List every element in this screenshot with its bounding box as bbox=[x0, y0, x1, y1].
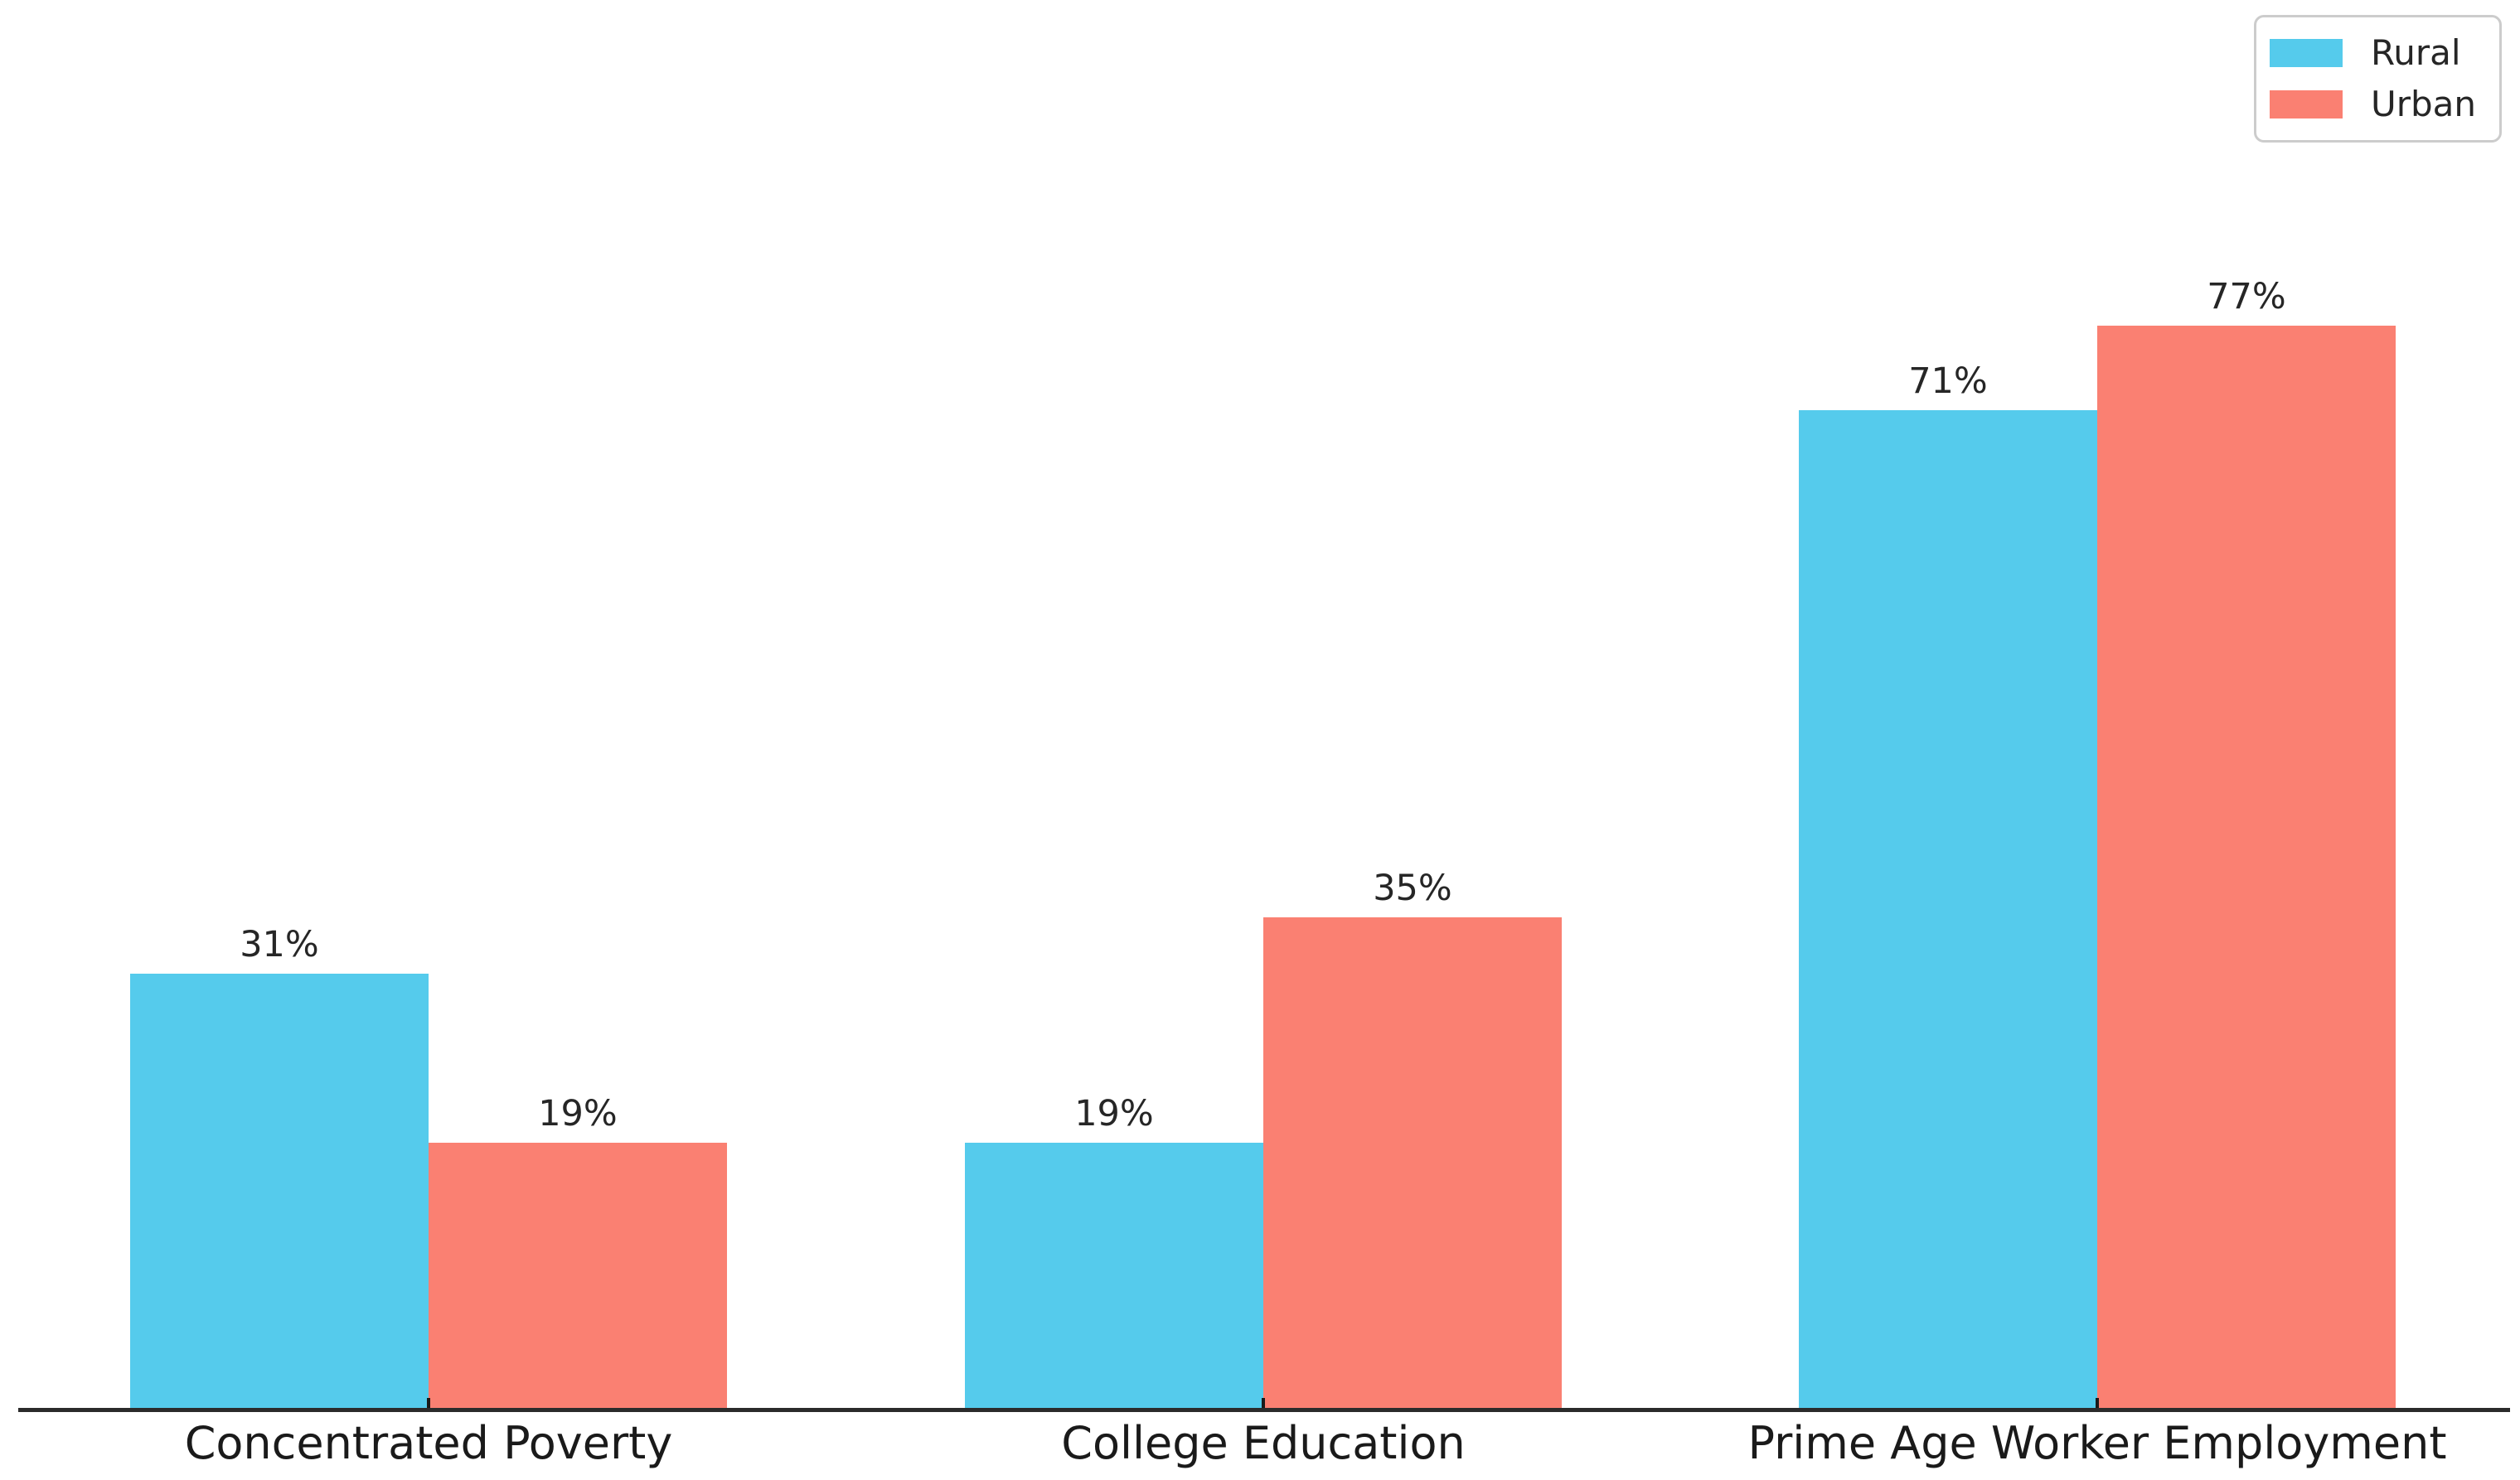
x-tick-label-concentrated-poverty: Concentrated Poverty bbox=[184, 1417, 673, 1469]
x-tick-label-college-education: College Education bbox=[1061, 1417, 1466, 1469]
legend-item-rural: Rural bbox=[2270, 36, 2476, 70]
plot-area: 31% 19% 19% 35% 71% 77% bbox=[18, 275, 2510, 1412]
bar-value-label-urban-prime-age-worker-employment: 77% bbox=[2207, 275, 2286, 317]
bar-urban-concentrated-poverty bbox=[429, 1143, 727, 1410]
legend-label-rural: Rural bbox=[2371, 32, 2461, 73]
x-axis-tick bbox=[2096, 1398, 2099, 1410]
bar-urban-college-education bbox=[1263, 917, 1562, 1410]
bar-value-label-rural-prime-age-worker-employment: 71% bbox=[1908, 360, 1988, 402]
legend-item-urban: Urban bbox=[2270, 87, 2476, 122]
bar-value-label-urban-college-education: 35% bbox=[1373, 867, 1452, 909]
legend: Rural Urban bbox=[2254, 15, 2503, 143]
bar-value-label-rural-concentrated-poverty: 31% bbox=[240, 923, 319, 965]
x-axis-tick bbox=[1262, 1398, 1265, 1410]
x-axis-tick bbox=[427, 1398, 430, 1410]
bar-value-label-rural-college-education: 19% bbox=[1074, 1092, 1154, 1134]
bar-urban-prime-age-worker-employment bbox=[2097, 326, 2396, 1410]
x-tick-label-prime-age-worker-employment: Prime Age Worker Employment bbox=[1747, 1417, 2447, 1469]
legend-label-urban: Urban bbox=[2371, 84, 2477, 124]
bar-rural-concentrated-poverty bbox=[130, 974, 429, 1410]
bar-rural-college-education bbox=[965, 1143, 1263, 1410]
x-axis-line bbox=[18, 1408, 2510, 1412]
bar-value-label-urban-concentrated-poverty: 19% bbox=[538, 1092, 618, 1134]
rural-color-swatch bbox=[2270, 39, 2343, 67]
urban-color-swatch bbox=[2270, 90, 2343, 118]
bar-rural-prime-age-worker-employment bbox=[1799, 410, 2097, 1410]
